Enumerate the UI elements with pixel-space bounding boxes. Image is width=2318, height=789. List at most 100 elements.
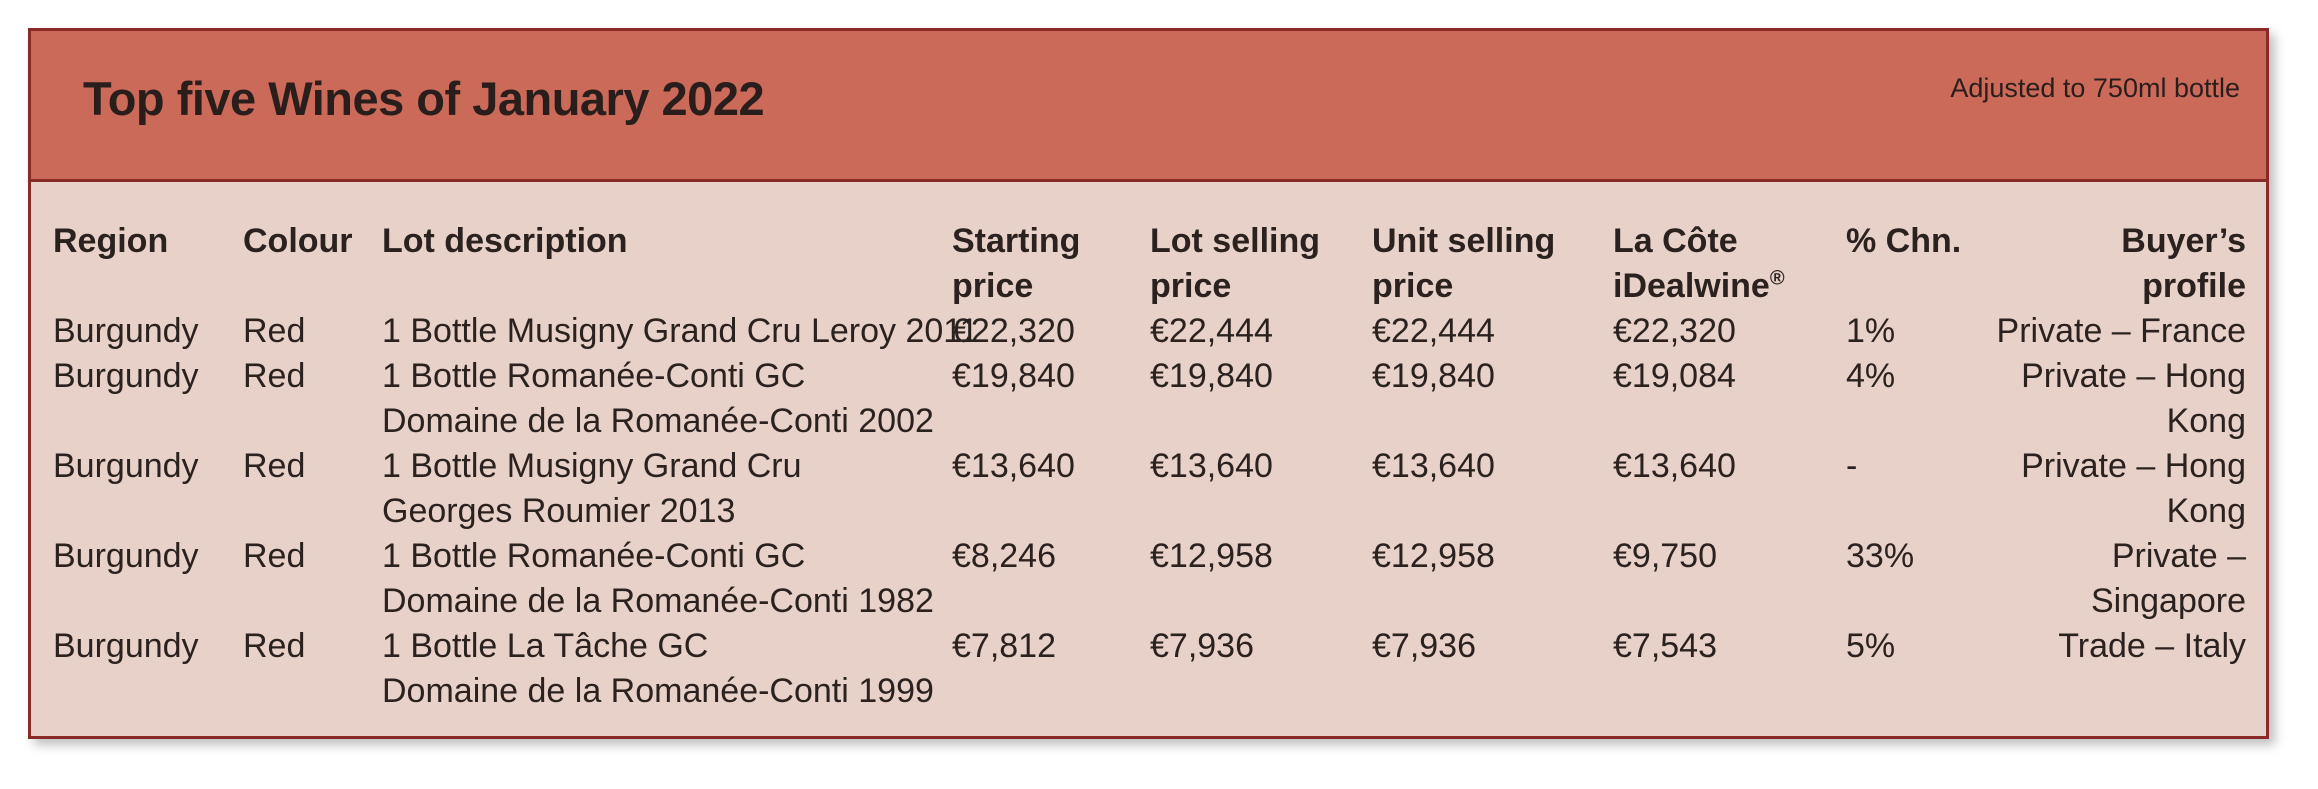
la-cote-value: €9,750 xyxy=(1613,537,1717,575)
pct-change-value: 33% xyxy=(1846,537,1915,575)
colour-value: Red xyxy=(243,627,306,665)
lot-selling-price-cell: €22,444 xyxy=(1150,309,1372,354)
buyer-profile-value: Private – Hong Kong xyxy=(2021,447,2246,530)
colour-value: Red xyxy=(243,447,306,485)
pct-change-cell: 5% xyxy=(1846,624,1966,714)
la-cote-value: €13,640 xyxy=(1613,447,1736,485)
unit-selling-price-value: €7,936 xyxy=(1372,627,1476,665)
lot-description-line: 1 Bottle La Tâche GC xyxy=(382,627,709,665)
pct-change-cell: 4% xyxy=(1846,354,1966,444)
starting-price-cell: €22,320 xyxy=(952,309,1150,354)
la-cote-cell: €22,320 xyxy=(1613,309,1846,354)
lot-description-line: 1 Bottle Romanée-Conti GC xyxy=(382,537,806,575)
region-cell: Burgundy xyxy=(53,354,243,444)
lot-description-line: Domaine de la Romanée-Conti 2002 xyxy=(382,402,934,440)
lot-description-cell: 1 Bottle Musigny Grand Cru Georges Roumie… xyxy=(382,444,952,534)
region-value: Burgundy xyxy=(53,447,199,485)
la-cote-cell: €13,640 xyxy=(1613,444,1846,534)
starting-price-cell: €19,840 xyxy=(952,354,1150,444)
buyer-profile-cell: Trade – Italy xyxy=(1966,624,2246,714)
table-row: Burgundy Red 1 Bottle Romanée-Conti GC Doma… xyxy=(53,534,2246,624)
colour-value: Red xyxy=(243,537,306,575)
unit-selling-price-cell: €7,936 xyxy=(1372,624,1613,714)
la-cote-value: €19,084 xyxy=(1613,357,1736,395)
lot-selling-price-cell: €13,640 xyxy=(1150,444,1372,534)
la-cote-cell: €19,084 xyxy=(1613,354,1846,444)
column-header-lot-selling-price: Lot selling price xyxy=(1150,222,1320,305)
lot-description-cell: 1 Bottle Romanée-Conti GC Domaine de la R… xyxy=(382,534,952,624)
lot-selling-price-cell: €19,840 xyxy=(1150,354,1372,444)
colour-value: Red xyxy=(243,312,306,350)
lot-selling-price-value: €22,444 xyxy=(1150,312,1273,350)
buyer-profile-cell: Private – Hong Kong xyxy=(1966,444,2246,534)
lot-description-cell: 1 Bottle Romanée-Conti GC Domaine de la R… xyxy=(382,354,952,444)
region-value: Burgundy xyxy=(53,312,199,350)
colour-cell: Red xyxy=(243,354,382,444)
starting-price-cell: €8,246 xyxy=(952,534,1150,624)
pct-change-value: 5% xyxy=(1846,627,1896,665)
starting-price-value: €7,812 xyxy=(952,627,1056,665)
la-cote-cell: €7,543 xyxy=(1613,624,1846,714)
lot-description-line: 1 Bottle Musigny Grand Cru Leroy 2011 xyxy=(382,312,979,350)
region-value: Burgundy xyxy=(53,627,199,665)
lot-selling-price-value: €7,936 xyxy=(1150,627,1254,665)
colour-cell: Red xyxy=(243,534,382,624)
la-cote-cell: €9,750 xyxy=(1613,534,1846,624)
region-value: Burgundy xyxy=(53,357,199,395)
table-row: Burgundy Red 1 Bottle Romanée-Conti GC Doma… xyxy=(53,354,2246,444)
unit-selling-price-value: €22,444 xyxy=(1372,312,1495,350)
unit-selling-price-cell: €19,840 xyxy=(1372,354,1613,444)
starting-price-value: €22,320 xyxy=(952,312,1075,350)
lot-selling-price-value: €13,640 xyxy=(1150,447,1273,485)
lot-description-line: 1 Bottle Musigny Grand Cru xyxy=(382,447,802,485)
unit-selling-price-cell: €22,444 xyxy=(1372,309,1613,354)
buyer-profile-value: Private – Hong Kong xyxy=(2021,357,2246,440)
lot-description-line: Georges Roumier 2013 xyxy=(382,492,736,530)
la-cote-value: €7,543 xyxy=(1613,627,1717,665)
pct-change-cell: 33% xyxy=(1846,534,1966,624)
region-cell: Burgundy xyxy=(53,444,243,534)
starting-price-value: €8,246 xyxy=(952,537,1056,575)
starting-price-cell: €13,640 xyxy=(952,444,1150,534)
column-header-region: Region xyxy=(53,222,169,260)
colour-cell: Red xyxy=(243,624,382,714)
unit-selling-price-cell: €13,640 xyxy=(1372,444,1613,534)
buyer-profile-cell: Private – Singapore xyxy=(1966,534,2246,624)
wines-card: Top five Wines of January 2022 Adjusted … xyxy=(28,28,2269,739)
lot-description-line: 1 Bottle Romanée-Conti GC xyxy=(382,357,806,395)
unit-selling-price-value: €13,640 xyxy=(1372,447,1495,485)
table-row: Burgundy Red 1 Bottle La Tâche GC Domaine d… xyxy=(53,624,2246,714)
buyer-profile-cell: Private – Hong Kong xyxy=(1966,354,2246,444)
table-body: Burgundy Red 1 Bottle Musigny Grand Cru Le… xyxy=(53,309,2246,714)
pct-change-cell: 1% xyxy=(1846,309,1966,354)
table-header-row: Region Colour Lot description Starting p… xyxy=(53,219,2246,309)
starting-price-cell: €7,812 xyxy=(952,624,1150,714)
lot-selling-price-cell: €12,958 xyxy=(1150,534,1372,624)
lot-description-cell: 1 Bottle La Tâche GC Domaine de la Romané… xyxy=(382,624,952,714)
colour-value: Red xyxy=(243,357,306,395)
column-header-starting-price: Starting price xyxy=(952,222,1081,305)
column-header-buyer-profile: Buyer’s profile xyxy=(2121,222,2246,305)
pct-change-value: - xyxy=(1846,447,1858,485)
column-header-unit-selling-price: Unit selling price xyxy=(1372,222,1556,305)
lot-description-cell: 1 Bottle Musigny Grand Cru Leroy 2011 xyxy=(382,309,979,354)
region-cell: Burgundy xyxy=(53,624,243,714)
buyer-profile-cell: Private – France xyxy=(1966,309,2246,354)
starting-price-value: €19,840 xyxy=(952,357,1075,395)
table-row: Burgundy Red 1 Bottle Musigny Grand Cru Le… xyxy=(53,309,2246,354)
colour-cell: Red xyxy=(243,444,382,534)
colour-cell: Red xyxy=(243,309,382,354)
buyer-profile-value: Private – France xyxy=(1996,312,2246,350)
unit-selling-price-cell: €12,958 xyxy=(1372,534,1613,624)
buyer-profile-value: Private – Singapore xyxy=(2090,537,2246,620)
unit-selling-price-value: €19,840 xyxy=(1372,357,1495,395)
column-header-lot-description: Lot description xyxy=(382,222,628,260)
buyer-profile-value: Trade – Italy xyxy=(2058,627,2246,665)
lot-selling-price-value: €19,840 xyxy=(1150,357,1273,395)
region-cell: Burgundy xyxy=(53,534,243,624)
card-header: Top five Wines of January 2022 Adjusted … xyxy=(31,31,2266,182)
region-cell: Burgundy xyxy=(53,309,243,354)
lot-description-line: Domaine de la Romanée-Conti 1982 xyxy=(382,582,934,620)
la-cote-value: €22,320 xyxy=(1613,312,1736,350)
wines-table: Region Colour Lot description Starting p… xyxy=(53,219,2246,714)
